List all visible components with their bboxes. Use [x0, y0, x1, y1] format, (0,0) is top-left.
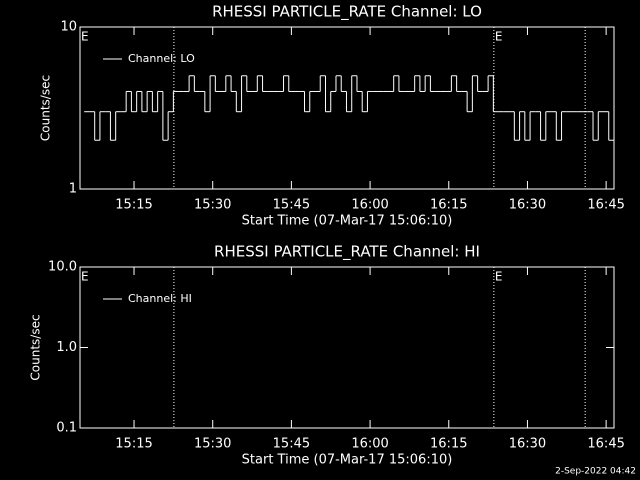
event-flag: E — [81, 270, 89, 284]
event-flag: E — [495, 30, 503, 44]
y-axis-label: Counts/sec — [29, 314, 43, 380]
x-tick-label: 16:00 — [351, 437, 388, 452]
x-axis-label: Start Time (07-Mar-17 15:06:10) — [242, 453, 453, 468]
footer-date: 2-Sep-2022 04:42 — [555, 467, 636, 477]
y-tick-label: 10 — [60, 20, 77, 35]
x-tick-label: 15:45 — [273, 198, 310, 213]
x-tick-label: 16:45 — [587, 437, 624, 452]
x-tick-label: 15:15 — [115, 437, 152, 452]
event-flag: E — [81, 30, 89, 44]
chart-title: RHESSI PARTICLE_RATE Channel: LO — [212, 3, 482, 22]
event-flag: E — [495, 270, 503, 284]
legend-label: Channel: LO — [128, 52, 195, 65]
x-tick-label: 16:45 — [587, 198, 624, 213]
x-tick-label: 16:00 — [351, 198, 388, 213]
x-tick-label: 15:15 — [115, 198, 152, 213]
x-tick-label: 16:15 — [430, 198, 467, 213]
x-tick-label: 15:45 — [273, 437, 310, 452]
plot-frame — [79, 26, 615, 190]
y-tick-label: 1 — [69, 182, 77, 197]
chart-title: RHESSI PARTICLE_RATE Channel: HI — [214, 243, 480, 262]
y-tick-label: 1.0 — [56, 340, 77, 355]
y-tick-label: 0.1 — [56, 421, 77, 436]
y-tick-label: 10.0 — [48, 260, 77, 275]
x-tick-label: 16:30 — [509, 437, 546, 452]
y-axis-label: Counts/sec — [39, 75, 53, 141]
legend-label: Channel: HI — [128, 292, 192, 305]
x-tick-label: 15:30 — [194, 437, 231, 452]
x-axis-label: Start Time (07-Mar-17 15:06:10) — [242, 214, 453, 229]
x-tick-label: 16:15 — [430, 437, 467, 452]
x-tick-label: 16:30 — [509, 198, 546, 213]
x-tick-label: 15:30 — [194, 198, 231, 213]
